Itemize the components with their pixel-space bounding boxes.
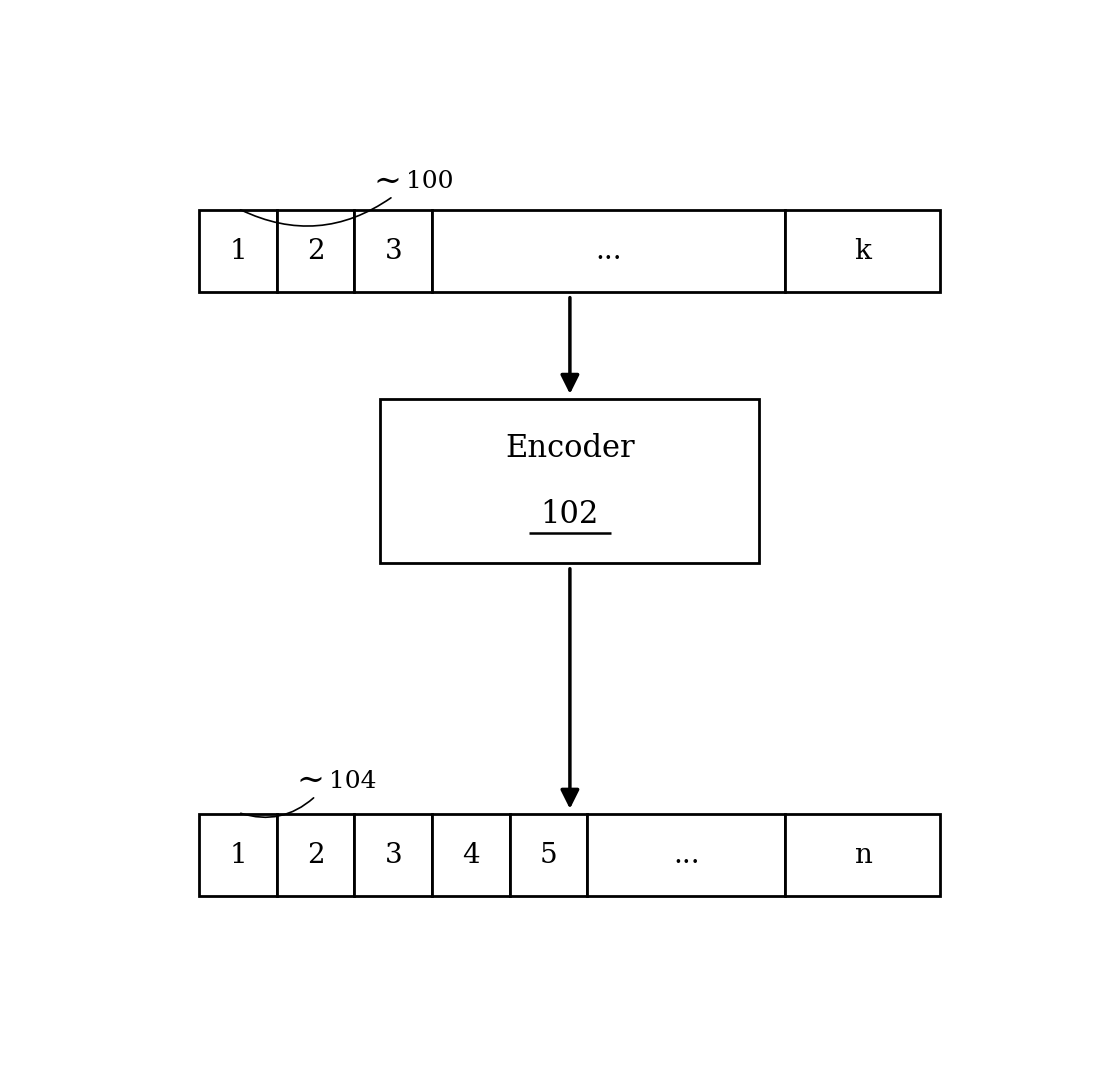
Bar <box>277 210 355 292</box>
Text: 100: 100 <box>406 170 454 193</box>
Text: 102: 102 <box>540 498 599 529</box>
Bar <box>785 210 941 292</box>
Bar <box>509 814 587 896</box>
Text: Encoder: Encoder <box>505 433 635 464</box>
Bar <box>277 814 355 896</box>
Text: ...: ... <box>673 842 699 869</box>
Bar <box>785 814 941 896</box>
Text: ...: ... <box>595 238 622 265</box>
Bar <box>431 210 785 292</box>
Bar <box>199 814 277 896</box>
Text: ∼: ∼ <box>296 765 325 797</box>
Text: 5: 5 <box>539 842 557 869</box>
Text: 1: 1 <box>229 842 247 869</box>
Text: ∼: ∼ <box>374 165 401 197</box>
Text: 1: 1 <box>229 238 247 265</box>
Bar <box>380 399 759 563</box>
Text: n: n <box>854 842 872 869</box>
Bar <box>199 210 277 292</box>
Bar <box>355 210 433 292</box>
Bar <box>431 814 509 896</box>
Text: k: k <box>854 238 872 265</box>
Text: 4: 4 <box>461 842 479 869</box>
Text: 2: 2 <box>307 238 325 265</box>
Text: 3: 3 <box>385 842 403 869</box>
Text: 104: 104 <box>329 769 376 793</box>
Text: 2: 2 <box>307 842 325 869</box>
Bar <box>587 814 785 896</box>
Bar <box>355 814 433 896</box>
Text: 3: 3 <box>385 238 403 265</box>
